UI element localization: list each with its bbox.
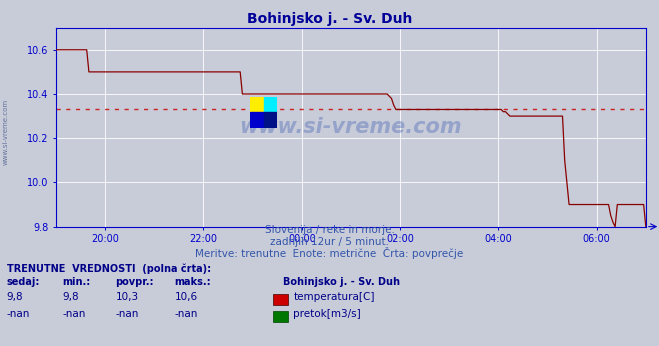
Text: www.si-vreme.com: www.si-vreme.com	[240, 117, 462, 137]
Text: maks.:: maks.:	[175, 277, 212, 288]
Text: temperatura[C]: temperatura[C]	[293, 292, 375, 302]
Text: Bohinjsko j. - Sv. Duh: Bohinjsko j. - Sv. Duh	[247, 12, 412, 26]
Bar	[250, 112, 264, 128]
Text: -nan: -nan	[7, 309, 30, 319]
Text: Bohinjsko j. - Sv. Duh: Bohinjsko j. - Sv. Duh	[283, 277, 401, 288]
Bar	[250, 97, 264, 112]
Text: Meritve: trenutne  Enote: metrične  Črta: povprečje: Meritve: trenutne Enote: metrične Črta: …	[195, 247, 464, 259]
Bar	[264, 97, 277, 112]
Text: -nan: -nan	[115, 309, 138, 319]
Text: www.si-vreme.com: www.si-vreme.com	[2, 98, 9, 165]
Text: pretok[m3/s]: pretok[m3/s]	[293, 309, 361, 319]
Text: zadnjih 12ur / 5 minut.: zadnjih 12ur / 5 minut.	[270, 237, 389, 247]
Text: 10,3: 10,3	[115, 292, 138, 302]
Text: sedaj:: sedaj:	[7, 277, 40, 288]
Bar	[264, 112, 277, 128]
Text: min.:: min.:	[63, 277, 91, 288]
Text: povpr.:: povpr.:	[115, 277, 154, 288]
Text: Slovenija / reke in morje.: Slovenija / reke in morje.	[264, 225, 395, 235]
Text: -nan: -nan	[175, 309, 198, 319]
Text: TRENUTNE  VREDNOSTI  (polna črta):: TRENUTNE VREDNOSTI (polna črta):	[7, 263, 211, 274]
Text: 10,6: 10,6	[175, 292, 198, 302]
Text: -nan: -nan	[63, 309, 86, 319]
Text: 9,8: 9,8	[63, 292, 79, 302]
Text: 9,8: 9,8	[7, 292, 23, 302]
